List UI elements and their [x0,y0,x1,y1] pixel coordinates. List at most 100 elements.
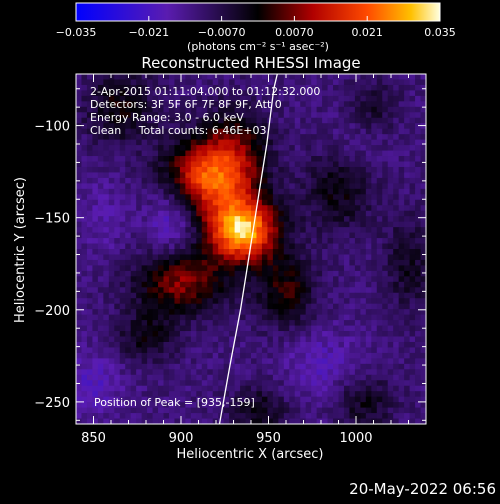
heatmap-cell [92,287,99,294]
heatmap-cell [278,188,285,195]
heatmap-cell [86,123,93,130]
heatmap-cell [333,270,339,277]
heatmap-cell [223,216,230,223]
heatmap-cell [97,281,104,288]
heatmap-cell [251,150,257,157]
heatmap-cell [354,216,361,223]
heatmap-cell [256,106,263,113]
heatmap-cell [354,205,361,212]
heatmap-cell [300,139,307,146]
heatmap-cell [179,172,186,179]
heatmap-cell [114,227,121,233]
heatmap-cell [125,292,132,299]
heatmap-cell [119,84,126,91]
heatmap-cell [108,369,115,376]
heatmap-cell [365,227,372,233]
heatmap-cell [163,95,170,102]
heatmap-cell [382,216,389,223]
heatmap-cell [338,320,345,326]
heatmap-cell [185,309,192,316]
heatmap-cell [76,101,82,108]
heatmap-cell [327,199,334,206]
heatmap-cell [322,336,328,343]
heatmap-cell [415,210,421,217]
heatmap-cell [86,385,93,392]
heatmap-cell [305,341,312,348]
heatmap-cell [234,183,241,190]
heatmap-cell [349,259,356,266]
heatmap-cell [305,188,312,195]
heatmap-cell [387,106,394,113]
heatmap-cell [343,210,350,217]
heatmap-cell [387,216,394,223]
heatmap-cell [267,238,274,244]
heatmap-cell [223,369,230,376]
heatmap-cell [398,188,405,195]
heatmap-cell [415,320,421,326]
heatmap-cell [404,265,410,272]
heatmap-cell [311,402,318,408]
heatmap-cell [97,117,104,124]
heatmap-cell [327,341,334,348]
heatmap-cell [420,117,426,124]
heatmap-cell [179,101,186,108]
heatmap-cell [86,150,93,157]
heatmap-cell [398,210,405,217]
heatmap-cell [305,156,312,162]
heatmap-cell [256,205,263,212]
heatmap-cell [354,341,361,348]
heatmap-cell [376,369,383,376]
heatmap-cell [393,84,400,91]
heatmap-cell [190,292,197,299]
heatmap-cell [305,358,312,365]
heatmap-cell [289,270,296,277]
heatmap-cell [311,358,318,365]
heatmap-cell [393,238,400,244]
colorbar-tick-label: 0.0070 [275,26,314,39]
heatmap-cell [136,396,143,403]
heatmap-cell [207,106,214,113]
heatmap-cell [365,320,372,326]
heatmap-cell [207,309,214,316]
heatmap-cell [229,84,235,91]
heatmap-cell [420,188,426,195]
heatmap-cell [382,139,389,146]
heatmap-cell [86,347,93,354]
heatmap-cell [163,325,170,332]
heatmap-cell [97,74,104,80]
heatmap-cell [415,418,421,424]
heatmap-cell [207,303,214,310]
heatmap-cell [300,407,307,414]
heatmap-cell [152,314,159,321]
heatmap-cell [272,90,279,97]
heatmap-cell [223,161,230,168]
heatmap-cell [316,210,323,217]
heatmap-cell [119,221,126,228]
heatmap-cell [387,352,394,359]
heatmap-cell [163,238,170,244]
heatmap-cell [382,358,389,365]
heatmap-cell [174,216,181,223]
heatmap-cell [415,380,421,387]
heatmap-cell [179,287,186,294]
heatmap-cell [168,341,175,348]
heatmap-cell [354,276,361,283]
heatmap-cell [240,320,246,326]
heatmap-cell [103,145,110,151]
heatmap-cell [76,95,82,102]
colorbar-tick-label: 0.021 [351,26,383,39]
heatmap-cell [322,238,328,244]
heatmap-cell [245,194,252,201]
heatmap-cell [387,79,394,86]
heatmap-cell [289,276,296,283]
heatmap-cell [294,145,301,151]
heatmap-cell [409,134,416,141]
heatmap-cell [97,221,104,228]
heatmap-cell [207,352,214,359]
heatmap-cell [382,112,389,119]
heatmap-cell [119,106,126,113]
heatmap-cell [289,232,296,239]
heatmap-cell [196,177,203,184]
heatmap-cell [97,238,104,244]
heatmap-cell [103,216,110,223]
